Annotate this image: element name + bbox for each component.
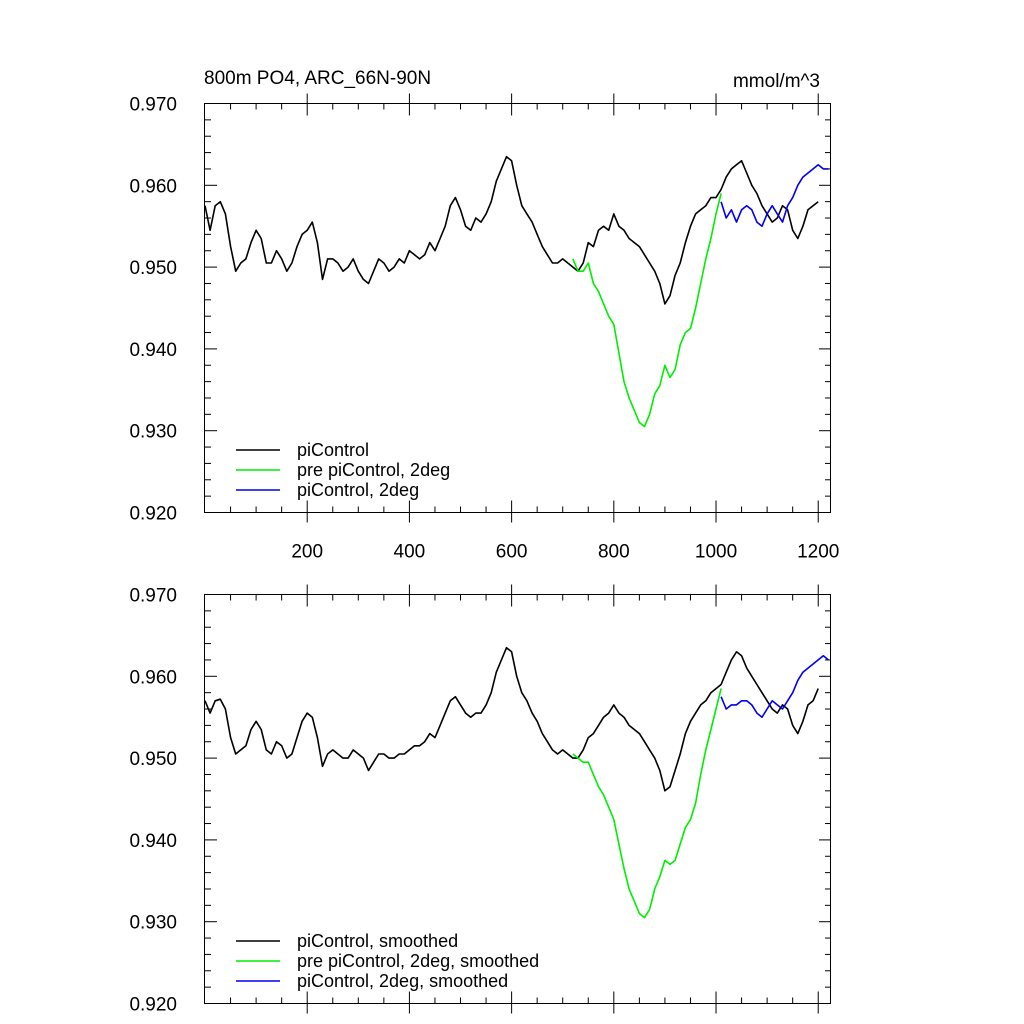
x-tick-label: 200 [291,542,323,563]
legend-label: piControl, 2deg [297,480,419,500]
legend-label: piControl, 2deg, smoothed [297,971,508,991]
series-line-1 [572,688,722,919]
chart-title: 800m PO4, ARC_66N-90N [204,68,431,89]
x-axis-ticks [230,584,819,1014]
y-tick-label: 0.920 [129,504,177,525]
y-tick-label: 0.950 [129,749,177,770]
x-tick-label: 1000 [695,542,737,563]
x-axis-ticks [230,93,819,523]
legend-label: pre piControl, 2deg [297,460,450,480]
y-axis-labels: 0.920 0.930 0.940 0.950 0.960 0.970 [129,95,177,525]
x-tick-label: 600 [496,542,528,563]
x-tick-label: 1200 [797,542,839,563]
y-tick-label: 0.920 [129,995,177,1016]
series-line-1 [572,193,722,428]
series-line-2 [720,164,829,227]
bottom-panel: 0.920 0.930 0.940 0.950 0.960 0.970 piControl… [129,584,831,1016]
plot-frame [204,594,831,1004]
series-line-0 [204,646,819,792]
y-tick-label: 0.940 [129,340,177,361]
series-line-2 [720,654,829,719]
y-tick-label: 0.930 [129,913,177,934]
y-tick-label: 0.970 [129,95,177,116]
legend-label: piControl, smoothed [297,931,458,951]
legend-label: piControl [297,440,369,460]
top-panel: 800m PO4, ARC_66N-90N mmol/m^3 0.920 0.93… [129,68,839,563]
y-tick-label: 0.960 [129,667,177,688]
y-axis-labels: 0.920 0.930 0.940 0.950 0.960 0.970 [129,586,177,1016]
units-label: mmol/m^3 [733,71,820,92]
y-tick-label: 0.960 [129,176,177,197]
y-tick-label: 0.940 [129,831,177,852]
plot-frame [204,103,831,513]
x-tick-label: 800 [598,542,630,563]
series-line-0 [204,155,819,305]
y-axis-ticks [205,594,831,1004]
x-tick-label: 400 [394,542,426,563]
legend-label: pre piControl, 2deg, smoothed [297,951,539,971]
series-lines [204,155,829,428]
y-tick-label: 0.970 [129,586,177,607]
series-lines [204,646,829,919]
y-tick-label: 0.950 [129,258,177,279]
x-axis-labels: 200 400 600 800 1000 1200 [291,542,839,563]
y-tick-label: 0.930 [129,422,177,443]
